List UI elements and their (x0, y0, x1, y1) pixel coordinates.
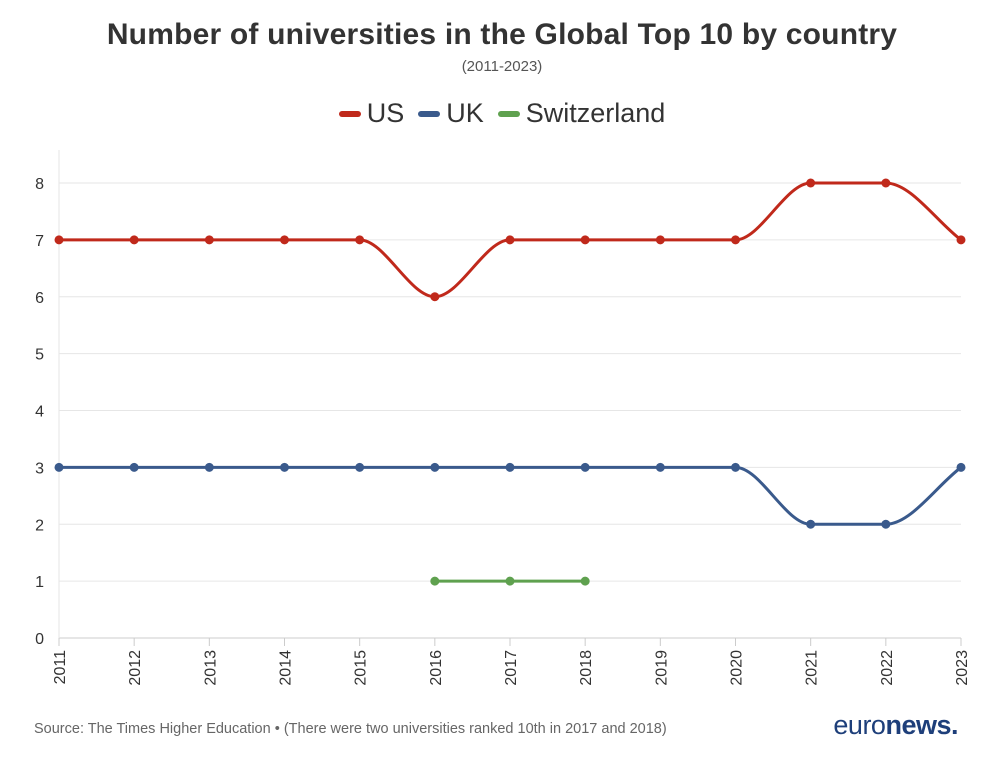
x-tick-label: 2019 (653, 650, 670, 686)
data-point-us (731, 235, 740, 245)
data-point-switzerland (505, 576, 515, 586)
y-tick-label: 1 (35, 574, 44, 591)
data-point-uk (881, 519, 891, 529)
data-point-us (204, 235, 214, 245)
x-tick-label: 2022 (879, 650, 896, 686)
logo-text-news: news (885, 710, 951, 740)
legend-label-us: US (366, 98, 405, 128)
x-tick-label: 2012 (127, 650, 144, 686)
data-point-uk (956, 462, 966, 472)
series (54, 178, 966, 586)
axes: 0 1 2 3 4 5 6 7 8 2011 2012 2013 2014 2015 2016 2017 201… (35, 176, 971, 686)
legend-label-uk: UK (446, 98, 484, 128)
x-tick-label: 2020 (729, 650, 746, 686)
data-point-us (129, 235, 139, 245)
legend-swatch-us (338, 110, 361, 117)
series-switzerland (430, 576, 590, 586)
data-point-uk (129, 462, 139, 472)
data-point-us (580, 235, 590, 245)
x-tick-label: 2016 (428, 650, 445, 686)
y-tick-label: 8 (35, 176, 44, 193)
data-point-uk (355, 462, 365, 472)
x-tick-label: 2014 (278, 650, 295, 686)
euronews-logo[interactable]: euronews. (833, 710, 958, 741)
source-note: Source: The Times Higher Education • (Th… (34, 721, 667, 737)
data-point-us (505, 235, 515, 245)
data-point-switzerland (430, 576, 440, 586)
data-point-us (54, 235, 64, 245)
data-point-us (655, 235, 665, 245)
series-line-uk (57, 465, 963, 526)
data-point-us (355, 235, 365, 245)
legend-item-switzerland[interactable]: Switzerland (497, 98, 666, 129)
x-tick-label: 2018 (578, 650, 595, 686)
data-point-uk (430, 462, 440, 472)
data-point-uk (505, 462, 515, 472)
legend-swatch-uk (418, 110, 441, 117)
y-tick-label: 0 (35, 631, 44, 648)
data-point-uk (580, 462, 590, 472)
data-point-us (806, 178, 816, 188)
data-point-uk (731, 462, 740, 472)
y-tick-label: 7 (35, 233, 44, 250)
series-uk (54, 462, 966, 529)
legend-label-switzerland: Switzerland (525, 98, 666, 128)
x-tick-label: 2023 (954, 650, 971, 686)
data-point-uk (204, 462, 214, 472)
x-tick-label: 2011 (52, 650, 69, 685)
series-us (54, 178, 966, 302)
x-tick-label: 2015 (353, 650, 370, 686)
y-tick-label: 3 (35, 460, 44, 477)
grid-lines (58, 150, 961, 639)
data-point-uk (655, 462, 665, 472)
logo-dot: . (950, 710, 959, 740)
x-tick-label: 2017 (503, 650, 520, 686)
data-point-us (430, 292, 440, 302)
y-tick-label: 2 (35, 517, 44, 534)
data-point-us (881, 178, 891, 188)
y-tick-label: 6 (35, 290, 44, 307)
y-tick-label: 5 (35, 347, 44, 364)
x-tick-label: 2013 (202, 650, 219, 686)
data-point-us (956, 235, 966, 245)
data-point-uk (280, 462, 289, 472)
legend-item-us[interactable]: US (338, 98, 405, 129)
x-tick-label: 2021 (804, 650, 821, 686)
legend-item-uk[interactable]: UK (418, 98, 484, 129)
data-point-switzerland (580, 576, 590, 586)
chart-legend: US UK Switzerland (0, 98, 1004, 129)
data-point-us (280, 235, 289, 245)
chart-title: Number of universities in the Global Top… (106, 18, 898, 51)
data-point-uk (54, 462, 64, 472)
data-point-uk (806, 519, 816, 529)
chart-subtitle: (2011-2023) (461, 58, 543, 75)
logo-text-euro: euro (833, 710, 886, 740)
y-tick-label: 4 (35, 404, 44, 421)
legend-swatch-switzerland (497, 110, 520, 117)
